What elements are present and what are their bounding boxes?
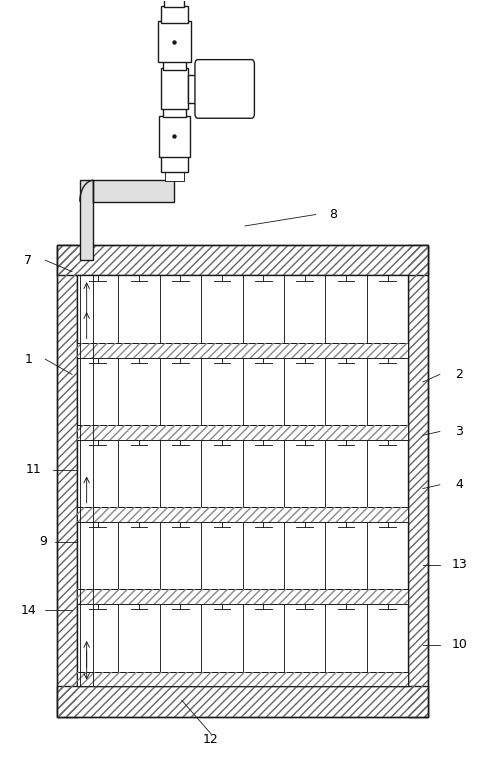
Bar bbox=[77, 343, 408, 358]
Bar bbox=[77, 276, 408, 687]
Text: 8: 8 bbox=[329, 208, 337, 221]
Text: 13: 13 bbox=[451, 558, 467, 571]
FancyBboxPatch shape bbox=[164, 0, 184, 8]
Bar bbox=[77, 590, 408, 604]
FancyBboxPatch shape bbox=[165, 170, 184, 181]
Bar bbox=[77, 343, 408, 358]
FancyBboxPatch shape bbox=[158, 21, 191, 63]
Text: 11: 11 bbox=[25, 463, 41, 476]
Bar bbox=[77, 672, 408, 687]
Text: 12: 12 bbox=[203, 733, 219, 746]
Bar bbox=[94, 180, 174, 202]
Text: 1: 1 bbox=[24, 353, 32, 366]
Bar bbox=[57, 687, 428, 717]
Bar bbox=[57, 245, 77, 717]
Text: 7: 7 bbox=[24, 254, 32, 267]
Bar bbox=[57, 245, 428, 717]
FancyBboxPatch shape bbox=[159, 115, 190, 157]
Bar bbox=[57, 687, 428, 717]
Bar bbox=[57, 245, 428, 276]
Bar bbox=[408, 245, 428, 717]
FancyBboxPatch shape bbox=[161, 68, 188, 109]
Bar bbox=[77, 425, 408, 440]
Bar bbox=[80, 180, 94, 261]
Text: 14: 14 bbox=[20, 604, 36, 617]
FancyBboxPatch shape bbox=[161, 155, 188, 172]
FancyBboxPatch shape bbox=[163, 108, 186, 117]
Bar bbox=[77, 425, 408, 440]
Text: 10: 10 bbox=[451, 638, 467, 651]
Bar bbox=[77, 507, 408, 522]
Bar bbox=[77, 672, 408, 687]
Text: 2: 2 bbox=[455, 368, 464, 381]
Bar bbox=[188, 75, 200, 103]
Bar bbox=[77, 507, 408, 522]
Bar bbox=[57, 245, 428, 276]
FancyBboxPatch shape bbox=[163, 61, 186, 70]
Bar bbox=[77, 590, 408, 604]
FancyBboxPatch shape bbox=[195, 60, 254, 118]
Text: 4: 4 bbox=[455, 478, 464, 491]
Text: 3: 3 bbox=[455, 425, 464, 438]
Bar bbox=[94, 180, 107, 202]
Bar bbox=[408, 245, 428, 717]
Text: 9: 9 bbox=[39, 536, 47, 549]
FancyBboxPatch shape bbox=[161, 6, 188, 23]
Bar bbox=[57, 245, 77, 717]
